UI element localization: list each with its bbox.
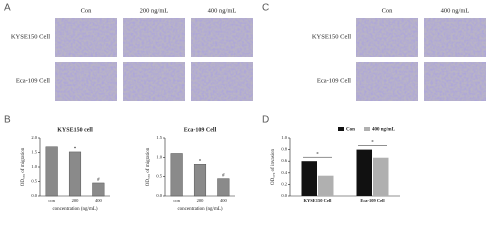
row-label: Eca-109 Cell xyxy=(317,77,351,84)
bar xyxy=(356,149,372,196)
column-header: 400 ng/mL xyxy=(208,7,237,14)
y-axis-label: OD₅₇₀ of migration xyxy=(146,147,151,186)
micrograph-texture xyxy=(123,62,185,101)
x-tick-label: 200 xyxy=(197,198,205,203)
y-tick-label: 1.5 xyxy=(31,150,37,155)
column-header: Con xyxy=(382,7,394,14)
micrograph-texture xyxy=(191,62,253,101)
y-tick-label: 1.0 xyxy=(156,154,162,159)
y-tick-label: 0.8 xyxy=(281,147,287,152)
bar xyxy=(92,182,105,197)
column-header: Con xyxy=(81,7,93,14)
annotation: * xyxy=(199,159,202,164)
y-tick-label: 0.4 xyxy=(281,170,287,175)
bar xyxy=(193,164,207,197)
bar xyxy=(301,161,317,196)
x-tick-label: 400 xyxy=(220,198,228,203)
y-tick-label: 2.0 xyxy=(31,135,37,140)
y-tick-label: 0.2 xyxy=(281,181,287,186)
micrograph-texture xyxy=(123,18,185,57)
micrograph-texture xyxy=(424,62,486,101)
figure: A C B D Con 200 ng/mL 400 ng/mL KYSE150 Cel… xyxy=(4,3,486,212)
y-tick-label: 0.0 xyxy=(156,193,162,198)
panel-label: A xyxy=(4,3,11,14)
y-tick-label: 1.5 xyxy=(156,135,162,140)
annotation: * xyxy=(316,152,319,157)
bar xyxy=(217,178,230,197)
annotation: # xyxy=(222,174,225,179)
bar xyxy=(68,151,82,197)
chart-title: KYSE150 cell xyxy=(57,127,93,133)
y-tick-label: 0.6 xyxy=(281,158,287,163)
legend-label: 400 ng/mL xyxy=(372,128,396,133)
micrograph-texture xyxy=(191,18,253,57)
legend-swatch xyxy=(364,127,370,131)
y-tick-label: 1.0 xyxy=(31,164,37,169)
micrograph-texture xyxy=(424,18,486,57)
x-tick-label: KYSE150 Cell xyxy=(304,198,333,203)
y-tick-label: 0.5 xyxy=(31,179,37,184)
x-tick-label: Eca-109 Cell xyxy=(360,198,385,203)
panel-label: C xyxy=(262,3,269,14)
annotation: * xyxy=(371,141,374,146)
legend-label: Con xyxy=(346,128,355,133)
x-axis-label: concentration (ng/mL) xyxy=(52,207,97,212)
y-tick-label: 0.0 xyxy=(31,193,37,198)
row-label: KYSE150 Cell xyxy=(312,33,351,40)
y-tick-label: 0.5 xyxy=(156,174,162,179)
legend-swatch xyxy=(338,127,344,131)
column-header: 400 ng/mL xyxy=(441,7,470,14)
bar xyxy=(373,157,389,196)
x-tick-label: 400 xyxy=(95,198,103,203)
micrograph-texture xyxy=(356,18,418,57)
panel-label: B xyxy=(4,115,11,126)
x-tick-label: 200 xyxy=(72,198,80,203)
row-label: KYSE150 Cell xyxy=(11,33,50,40)
annotation: * xyxy=(74,147,77,152)
y-tick-label: 1.0 xyxy=(281,135,287,140)
x-tick-label: con xyxy=(48,198,55,203)
chart-title: Eca-109 Cell xyxy=(184,127,217,133)
x-tick-label: con xyxy=(173,198,180,203)
micrograph-texture xyxy=(55,18,117,57)
y-axis-label: OD₅₇₀ of invasion xyxy=(271,148,276,185)
column-header: 200 ng/mL xyxy=(140,7,169,14)
x-axis-label: concentration (ng/mL) xyxy=(177,207,222,212)
micrograph-texture xyxy=(55,62,117,101)
bar xyxy=(45,146,58,197)
bar xyxy=(170,153,183,197)
y-axis-label: OD₅₇₀ of migration xyxy=(21,147,26,186)
annotation: # xyxy=(97,178,100,183)
bar xyxy=(318,175,334,196)
micrograph-texture xyxy=(356,62,418,101)
y-tick-label: 0.0 xyxy=(281,193,287,198)
row-label: Eca-109 Cell xyxy=(16,77,50,84)
panel-label: D xyxy=(262,115,269,126)
